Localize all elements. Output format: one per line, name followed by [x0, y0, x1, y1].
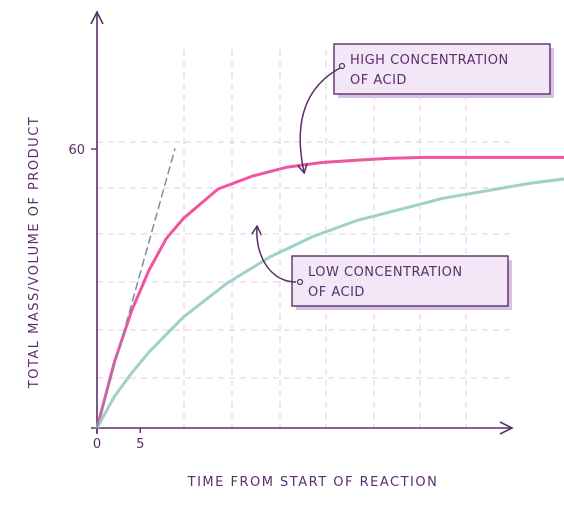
x-tick-label: 5: [136, 437, 144, 452]
callout-arrow: [300, 67, 341, 172]
y-tick-label: 60: [68, 143, 85, 158]
x-tick-label: 0: [93, 437, 101, 452]
high-concentration-callout: HIGH CONCENTRATION OF ACID: [300, 43, 554, 172]
low-concentration-curve: [95, 177, 564, 430]
chart-ticks: 0 5 60: [68, 143, 144, 452]
initial-gradient-line: [96, 148, 176, 429]
callout-text-line: OF ACID: [350, 73, 407, 88]
chart-series: [95, 148, 564, 430]
callout-box: [333, 43, 551, 95]
callout-arrow: [257, 227, 297, 283]
y-axis-arrowhead: [90, 10, 104, 25]
callout-text-line: LOW CONCENTRATION: [308, 265, 463, 280]
x-axis-arrowhead: [499, 421, 514, 435]
high-concentration-curve: [95, 155, 564, 430]
x-axis-title: TIME FROM START OF REACTION: [187, 475, 439, 490]
callout-anchor: [338, 62, 346, 70]
chart-grid: [97, 50, 510, 428]
chart-axes: [90, 10, 514, 435]
callout-box: [291, 255, 509, 307]
callout-text-line: OF ACID: [308, 285, 365, 300]
y-axis-title: TOTAL MASS/VOLUME OF PRODUCT: [27, 116, 42, 389]
callout-anchor: [296, 278, 304, 286]
low-concentration-callout: LOW CONCENTRATION OF ACID: [257, 227, 512, 310]
callout-text-line: HIGH CONCENTRATION: [350, 53, 509, 68]
